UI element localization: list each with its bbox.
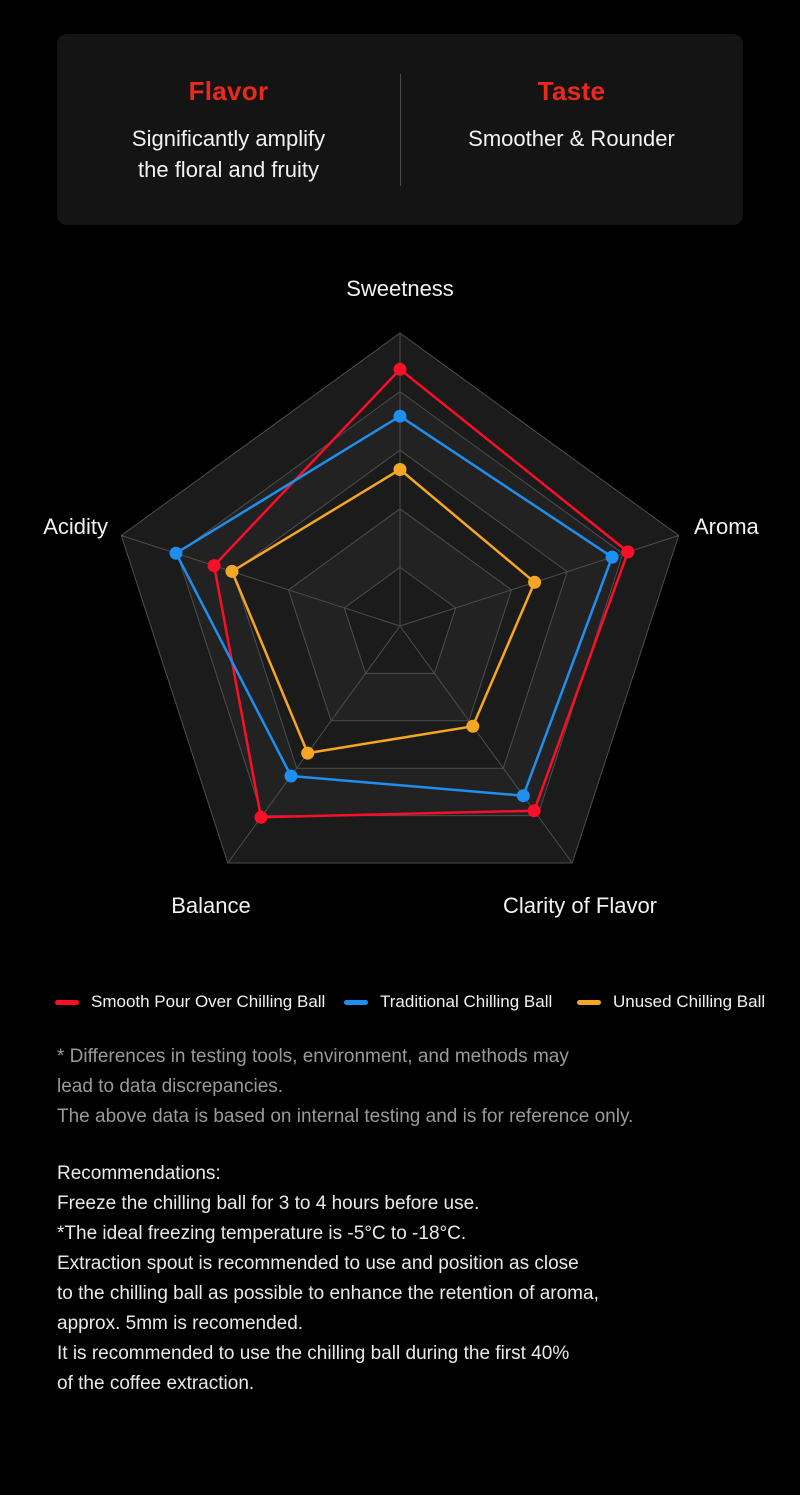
svg-text:Clarity of Flavor: Clarity of Flavor bbox=[503, 893, 657, 918]
svg-text:Sweetness: Sweetness bbox=[346, 276, 454, 301]
svg-text:Aroma: Aroma bbox=[694, 514, 760, 539]
svg-text:Balance: Balance bbox=[171, 893, 251, 918]
svg-text:Acidity: Acidity bbox=[43, 514, 108, 539]
